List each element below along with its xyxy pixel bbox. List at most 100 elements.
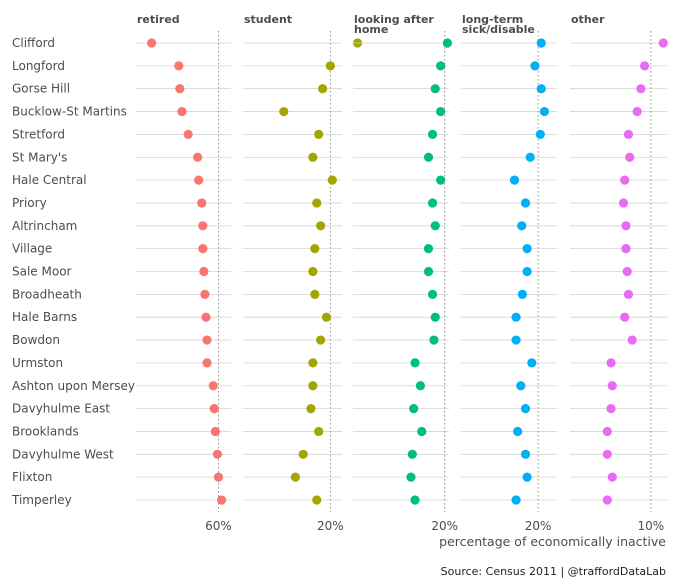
ward-label: Bucklow-St Martins — [12, 105, 127, 119]
data-point — [430, 312, 440, 322]
x-axis-title: percentage of economically inactive — [439, 534, 666, 549]
data-point — [429, 335, 439, 345]
data-point — [602, 495, 612, 505]
data-point — [308, 358, 318, 368]
data-point — [511, 335, 521, 345]
data-point — [192, 152, 203, 162]
data-point — [406, 472, 416, 482]
data-point — [147, 38, 157, 48]
data-point — [625, 152, 635, 162]
data-point — [636, 84, 646, 94]
data-point — [290, 472, 301, 482]
data-point — [217, 495, 227, 505]
ward-label: Bowdon — [12, 333, 60, 347]
ward-label: Village — [12, 242, 52, 256]
data-point — [522, 472, 532, 482]
x-tick-label: 20% — [431, 519, 458, 533]
data-point — [618, 198, 629, 208]
data-point — [198, 221, 208, 231]
source-caption: Source: Census 2011 | @traffordDataLab — [441, 565, 666, 578]
data-point — [308, 266, 318, 277]
ward-label: Urmston — [12, 356, 63, 370]
data-point — [325, 61, 335, 71]
data-point — [321, 312, 332, 322]
data-point — [627, 335, 637, 345]
data-point — [194, 175, 204, 185]
data-point — [177, 106, 187, 117]
data-point — [436, 175, 446, 185]
data-point — [520, 404, 531, 414]
data-point — [175, 84, 185, 94]
data-point — [525, 152, 535, 162]
data-point — [200, 289, 210, 299]
facet-title: other — [571, 13, 605, 26]
ward-label: Brooklands — [12, 424, 79, 438]
data-point — [632, 106, 642, 117]
data-point — [310, 244, 320, 254]
data-point — [327, 175, 337, 185]
data-point — [316, 335, 326, 345]
data-point — [436, 61, 446, 71]
data-point — [209, 404, 219, 414]
data-point — [522, 266, 532, 277]
data-point — [620, 312, 630, 322]
data-point — [536, 38, 546, 48]
data-point — [410, 495, 420, 505]
data-point — [208, 381, 218, 391]
data-point — [520, 198, 531, 208]
facet-title: home — [354, 23, 388, 36]
data-point — [298, 449, 308, 459]
ward-label: Hale Barns — [12, 310, 77, 324]
data-point — [520, 449, 531, 459]
data-point — [212, 449, 223, 459]
data-point — [622, 266, 632, 277]
data-point — [308, 381, 318, 391]
data-point — [640, 61, 650, 71]
ward-label: Ashton upon Mersey — [12, 379, 135, 393]
data-point — [312, 198, 322, 208]
data-point — [427, 129, 438, 139]
data-point — [623, 289, 634, 299]
data-point — [417, 426, 427, 437]
data-point — [535, 129, 545, 139]
ward-label: Stretford — [12, 127, 65, 141]
data-point — [317, 84, 328, 94]
data-point — [279, 106, 289, 117]
data-point — [620, 175, 630, 185]
data-point — [310, 289, 320, 299]
x-tick-label: 10% — [637, 519, 664, 533]
ward-label: Priory — [12, 196, 47, 210]
data-point — [530, 61, 540, 71]
data-point — [198, 244, 208, 254]
data-point — [602, 426, 612, 437]
data-point — [442, 38, 452, 48]
data-point — [623, 129, 634, 139]
data-point — [607, 472, 617, 482]
data-point — [522, 244, 532, 254]
data-point — [606, 404, 616, 414]
data-point — [312, 495, 322, 505]
ward-label: Sale Moor — [12, 265, 72, 279]
data-point — [430, 84, 440, 94]
data-point — [415, 381, 426, 391]
ward-label: St Mary's — [12, 150, 67, 164]
data-point — [621, 244, 631, 254]
data-point — [409, 404, 419, 414]
data-point — [539, 106, 550, 117]
facet-panel: other 10% — [570, 13, 668, 533]
data-point — [410, 358, 420, 368]
data-point — [423, 266, 434, 277]
facet-title: sick/disable — [462, 23, 535, 36]
data-point — [517, 221, 527, 231]
data-point — [213, 472, 224, 482]
ward-label: Flixton — [12, 470, 52, 484]
data-point — [436, 106, 446, 117]
data-point — [602, 449, 612, 459]
data-point — [306, 404, 316, 414]
data-point — [308, 152, 318, 162]
data-point — [513, 426, 523, 437]
facet-panel: retired 60% — [136, 13, 232, 533]
